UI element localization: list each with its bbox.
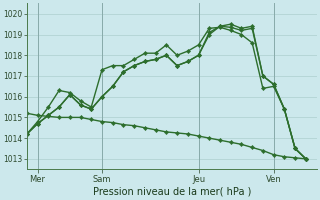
X-axis label: Pression niveau de la mer( hPa ): Pression niveau de la mer( hPa ) (92, 187, 251, 197)
